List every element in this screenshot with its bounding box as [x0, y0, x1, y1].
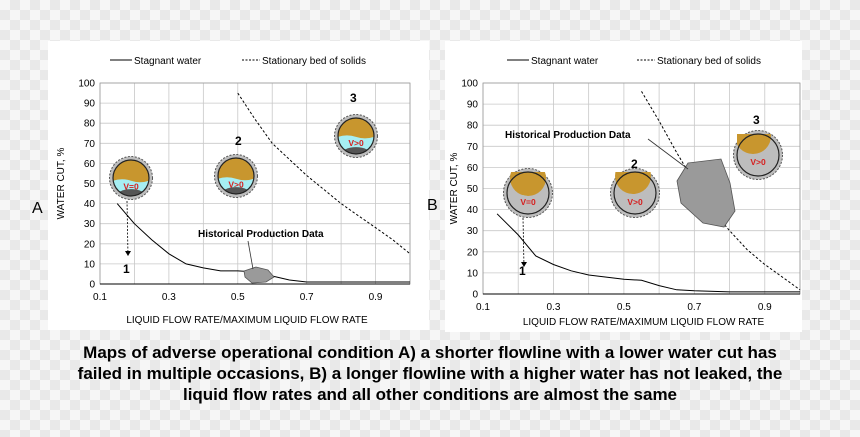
pipe-cross-section-3-contents	[338, 118, 374, 154]
panel-letter-a: A	[32, 200, 43, 217]
y-tick-label: 50	[467, 184, 479, 195]
y-tick-label: 90	[467, 100, 479, 111]
pipe-1-arrow-head	[521, 262, 527, 267]
condition-number-2: 2	[235, 134, 242, 148]
condition-number-3: 3	[753, 113, 760, 127]
caption-line-1: Maps of adverse operational condition A)…	[83, 343, 777, 362]
pipe-cross-section-2-oil	[615, 172, 651, 194]
chart-b-svg: 0 10 20 30 40 50 60 70 80 90 100 0.1 0.3 0.5 0.7 0.9 WAT…	[449, 56, 801, 328]
x-tick-label: 0.7	[687, 302, 701, 313]
y-tick-label: 30	[467, 226, 479, 237]
pipe-cross-section-3-solids	[341, 147, 371, 154]
series-line-stagnant-water	[116, 203, 410, 283]
pipe-cross-section-3: V>0	[733, 130, 783, 180]
pipe-cross-section-2-outline	[613, 171, 657, 215]
x-tick-label: 0.3	[546, 302, 560, 313]
pipe-cross-section-2-label: V>0	[228, 180, 244, 190]
y-tick-label: 0	[472, 290, 478, 301]
y-tick-label: 70	[84, 139, 96, 150]
y-tick-label: 20	[467, 247, 479, 258]
condition-number-3: 3	[350, 91, 357, 105]
pipe-cross-section-2: V>0	[610, 168, 660, 218]
pipe-cross-section-1-label: V=0	[520, 197, 536, 207]
y-tick-label: 10	[467, 268, 479, 279]
historical-data-leader	[247, 240, 254, 270]
x-tick-label: 0.1	[476, 302, 490, 313]
y-tick-label: 10	[84, 259, 96, 270]
x-axis-label: LIQUID FLOW RATE/MAXIMUM LIQUID FLOW RAT…	[126, 315, 368, 326]
series-line-stationary-bed	[237, 92, 411, 255]
x-tick-label: 0.7	[300, 292, 314, 303]
panel-letter-b: B	[427, 197, 438, 214]
series-line-stagnant-water	[496, 213, 800, 293]
y-tick-label: 50	[84, 179, 96, 190]
y-tick-label: 60	[84, 159, 96, 170]
x-tick-label: 0.5	[231, 292, 245, 303]
x-axis-label: LIQUID FLOW RATE/MAXIMUM LIQUID FLOW RAT…	[523, 317, 765, 328]
pipe-cross-section-3-contents	[737, 134, 771, 154]
pipe-cross-section-2-outline	[217, 157, 255, 195]
caption-line-2: failed in multiple occasions, B) a longe…	[77, 364, 783, 383]
y-axis-label: WATER CUT, %	[56, 148, 67, 220]
legend-label-stagnant-water: Stagnant water	[134, 56, 202, 67]
y-tick-label: 30	[84, 219, 96, 230]
legend: Stagnant water Stationary bed of solids	[507, 56, 761, 67]
condition-number-1: 1	[123, 262, 130, 276]
y-tick-label: 60	[467, 163, 479, 174]
historical-data-region	[243, 266, 275, 284]
condition-number-2: 2	[631, 157, 638, 171]
chart-a-svg: 0 10 20 30 40 50 60 70 80 90 100 0.1 0.3 0.5 0.7 0.9 WAT…	[56, 56, 411, 326]
pipe-cross-section-1-contents	[113, 160, 149, 196]
pipe-1-arrow-head	[125, 251, 131, 256]
chart-panel-a: 0 10 20 30 40 50 60 70 80 90 100 0.1 0.3 0.5 0.7 0.9 WAT…	[48, 41, 429, 330]
historical-data-label: Historical Production Data	[505, 130, 631, 141]
pipe-cross-section-1-outline	[506, 171, 550, 215]
pipe-cross-section-3-label: V>0	[750, 157, 766, 167]
historical-data-region	[676, 158, 736, 228]
y-tick-label: 80	[467, 121, 479, 132]
legend-label-stationary-bed: Stationary bed of solids	[262, 56, 366, 67]
chart-panel-b: 0 10 20 30 40 50 60 70 80 90 100 0.1 0.3 0.5 0.7 0.9 WAT…	[445, 41, 802, 332]
y-tick-label: 100	[461, 79, 478, 90]
pipe-cross-section-3-oil	[737, 134, 771, 154]
pipe-cross-section-1-outline	[112, 159, 150, 197]
pipe-cross-section-1: V=0	[503, 168, 553, 218]
legend-label-stationary-bed: Stationary bed of solids	[657, 56, 761, 67]
y-tick-label: 40	[84, 199, 96, 210]
legend: Stagnant water Stationary bed of solids	[110, 56, 366, 67]
pipe-cross-section-1-solids	[116, 189, 146, 196]
y-tick-label: 40	[467, 205, 479, 216]
y-tick-label: 80	[84, 119, 96, 130]
historical-data-leader	[647, 138, 689, 170]
pipe-cross-section-2: V>0	[214, 154, 258, 198]
x-tick-label: 0.3	[162, 292, 176, 303]
pipe-cross-section-2-contents	[615, 172, 651, 194]
pipe-cross-section-1-label: V=0	[123, 182, 139, 192]
y-tick-label: 90	[84, 99, 96, 110]
x-tick-label: 0.9	[369, 292, 383, 303]
legend-label-stagnant-water: Stagnant water	[531, 56, 599, 67]
figure-caption: Maps of adverse operational condition A)…	[0, 342, 860, 405]
y-tick-label: 100	[78, 79, 95, 90]
y-tick-label: 0	[89, 280, 95, 291]
pipe-cross-section-1: V=0	[109, 156, 153, 200]
pipe-cross-section-3: V>0	[334, 114, 378, 158]
x-tick-label: 0.5	[617, 302, 631, 313]
condition-number-1: 1	[519, 264, 526, 278]
pipe-cross-section-2-contents	[218, 158, 254, 194]
pipe-cross-section-3-label: V>0	[348, 138, 364, 148]
y-tick-label: 70	[467, 142, 479, 153]
x-tick-label: 0.9	[758, 302, 772, 313]
historical-data-label: Historical Production Data	[198, 229, 324, 240]
y-tick-label: 20	[84, 239, 96, 250]
pipe-1-arrow-line	[522, 217, 525, 268]
pipe-cross-section-3-outline	[337, 117, 375, 155]
y-axis-label: WATER CUT, %	[449, 153, 460, 225]
pipe-cross-section-2-label: V>0	[627, 197, 643, 207]
pipe-cross-section-3-outline	[736, 133, 780, 177]
caption-line-3: liquid flow rates and all other conditio…	[182, 385, 678, 404]
pipe-cross-section-2-solids	[221, 187, 251, 194]
pipe-1-arrow-line	[126, 200, 129, 257]
x-tick-label: 0.1	[93, 292, 107, 303]
